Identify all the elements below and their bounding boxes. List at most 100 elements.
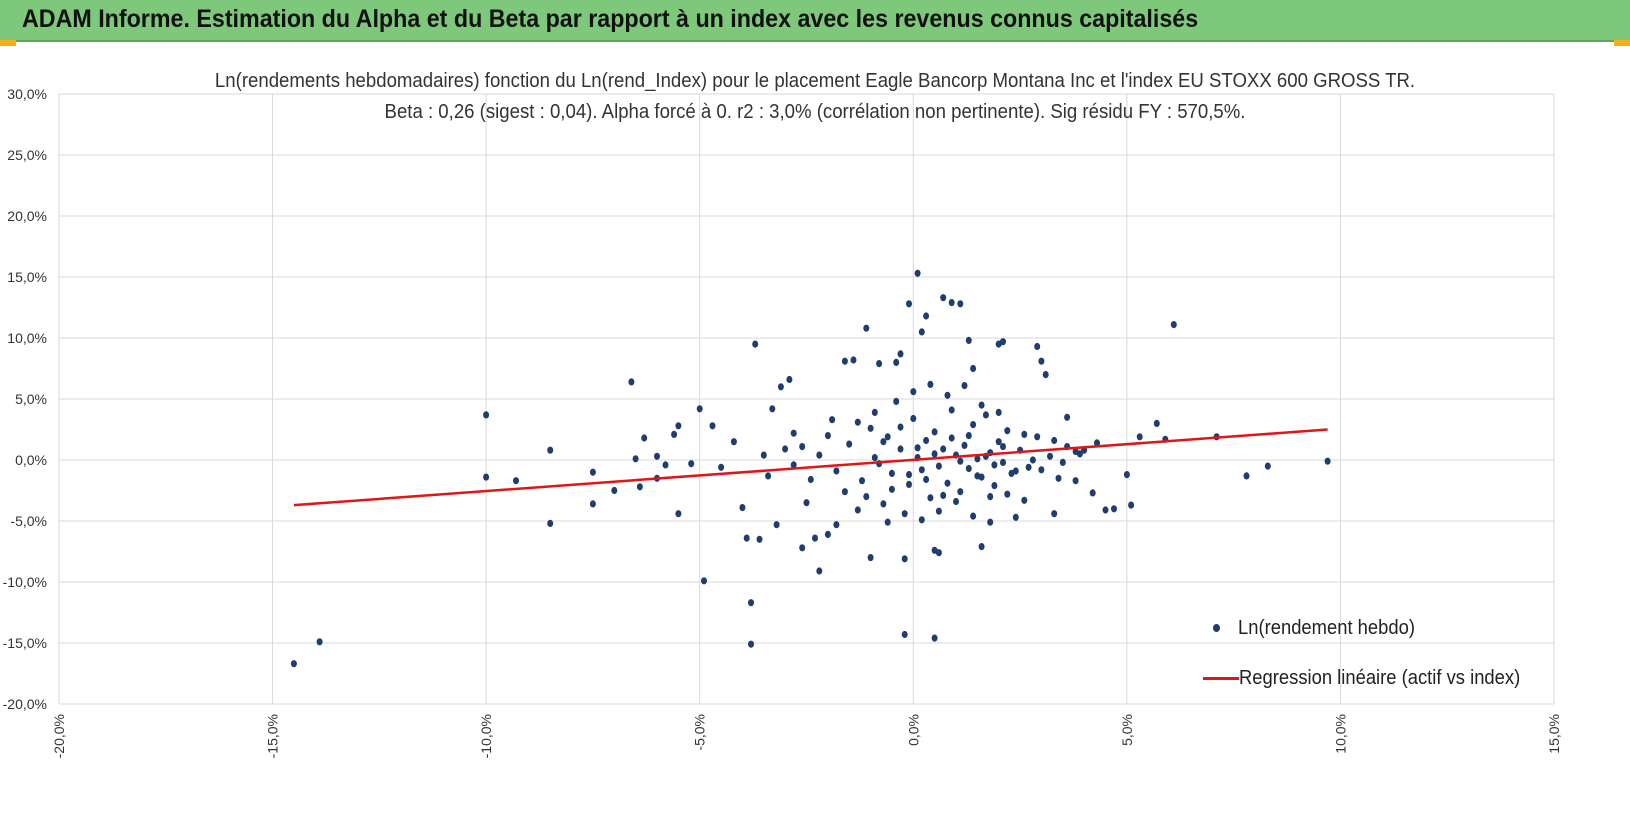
scatter-point <box>748 640 754 648</box>
scatter-point <box>1123 471 1130 479</box>
scatter-point <box>1111 505 1117 513</box>
scatter-point <box>957 300 964 308</box>
scatter-point <box>824 530 831 539</box>
scatter-point <box>987 518 994 526</box>
scatter-point <box>931 450 938 458</box>
y-tick-label: 25,0% <box>7 147 47 163</box>
scatter-point <box>888 469 895 477</box>
scatter-point <box>944 391 951 399</box>
scatter-point <box>765 472 772 480</box>
scatter-point <box>957 488 964 496</box>
scatter-point <box>769 405 776 413</box>
scatter-point <box>718 463 725 471</box>
legend-item-regression: Regression linéaire (actif vs index) <box>1195 663 1545 693</box>
scatter-point <box>1042 371 1049 379</box>
scatter-point <box>756 535 763 543</box>
legend-label-scatter: Ln(rendement hebdo) <box>1238 616 1415 639</box>
scatter-point <box>888 485 895 493</box>
scatter-point <box>641 434 648 442</box>
scatter-point <box>483 411 490 419</box>
scatter-point <box>944 479 951 487</box>
scatter-point <box>863 493 870 501</box>
scatter-point <box>589 468 596 476</box>
scatter-point <box>1021 496 1028 504</box>
scatter-point <box>948 299 955 307</box>
chart-title: Ln(rendements hebdomadaires) fonction du… <box>57 66 1573 128</box>
x-axis-tick-labels: -20,0% -15,0% -10,0% -5,0% 0,0% 5,0% 10,0% 15,0… <box>51 714 1562 758</box>
scatter-point <box>910 414 917 423</box>
scatter-point <box>931 634 938 642</box>
legend-label-regression: Regression linéaire (actif vs index) <box>1239 666 1521 689</box>
scatter-point <box>897 423 904 431</box>
scatter-point <box>863 324 870 332</box>
scatter-point <box>961 382 968 390</box>
scatter-point <box>927 380 934 388</box>
scatter-point <box>923 475 930 484</box>
scatter-point <box>1012 467 1019 475</box>
scatter-point <box>701 577 707 585</box>
scatter-point <box>948 434 955 442</box>
scatter-point <box>1025 463 1032 471</box>
scatter-point <box>884 433 891 441</box>
scatter-point <box>611 486 618 495</box>
y-tick-label: -20,0% <box>3 696 47 712</box>
y-tick-label: 10,0% <box>7 330 47 346</box>
scatter-point <box>782 445 789 453</box>
scatter-point <box>829 416 836 424</box>
scatter-point <box>1004 490 1011 498</box>
scatter-point <box>628 378 635 386</box>
y-tick-label: -10,0% <box>3 574 47 590</box>
scatter-point <box>709 422 716 430</box>
scatter-point <box>970 421 977 429</box>
scatter-point <box>935 507 942 515</box>
scatter-point <box>948 406 955 414</box>
scatter-point <box>1243 472 1250 480</box>
scatter-point <box>833 521 840 529</box>
scatter-point <box>1102 506 1109 514</box>
scatter-point <box>589 500 596 508</box>
scatter-point <box>807 475 814 484</box>
scatter-point <box>513 477 519 485</box>
scatter-point <box>1094 439 1100 447</box>
scatter-point <box>906 471 912 479</box>
scatter-point <box>901 555 908 563</box>
scatter-point <box>816 451 823 459</box>
scatter-point <box>884 518 891 526</box>
scatter-point <box>940 445 947 453</box>
scatter-point <box>923 436 930 445</box>
scatter-point <box>739 504 746 512</box>
scatter-point <box>871 454 878 462</box>
scatter-point <box>1000 458 1006 466</box>
x-tick-label: -10,0% <box>478 714 494 758</box>
scatter-point <box>636 483 643 491</box>
scatter-point <box>940 491 947 499</box>
scatter-point <box>748 599 754 607</box>
scatter-point <box>1089 489 1096 497</box>
chart-title-line-2: Beta : 0,26 (sigest : 0,04). Alpha forcé… <box>384 101 1246 123</box>
scatter-point <box>1264 462 1271 470</box>
scatter-point <box>760 451 767 459</box>
scatter-point <box>918 328 925 336</box>
scatter-point <box>1324 457 1331 465</box>
legend-marker-dot <box>1213 624 1220 632</box>
scatter-point <box>867 424 874 432</box>
scatter-point <box>914 269 921 277</box>
scatter-point <box>1072 477 1079 485</box>
y-tick-label: -15,0% <box>3 635 47 651</box>
scatter-point <box>991 461 998 469</box>
x-tick-label: 5,0% <box>1119 714 1135 746</box>
legend-item-scatter: Ln(rendement hebdo) <box>1195 613 1430 643</box>
scatter-point <box>918 516 925 524</box>
scatter-point <box>995 438 1002 446</box>
scatter-point <box>965 432 972 440</box>
y-tick-label: 30,0% <box>7 86 47 102</box>
chart-grid <box>58 93 1555 705</box>
scatter-point <box>854 418 861 426</box>
scatter-point <box>803 499 810 507</box>
scatter-point <box>1034 342 1041 351</box>
scatter-point <box>786 375 793 384</box>
regression-line <box>293 428 1328 507</box>
legend-marker-line <box>1203 676 1239 680</box>
scatter-point <box>1072 447 1079 456</box>
y-tick-label: 0,0% <box>15 452 47 468</box>
